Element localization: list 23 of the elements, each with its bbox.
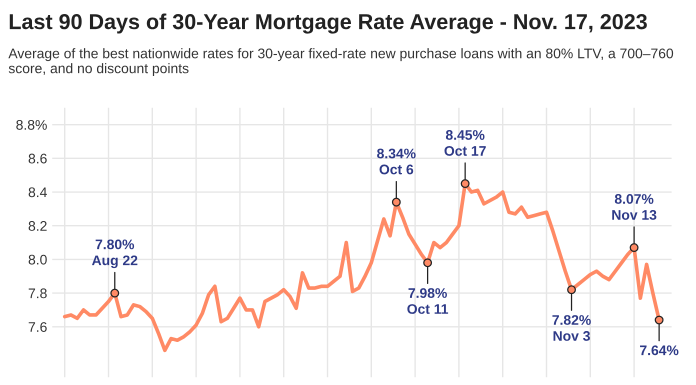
point	[567, 285, 576, 294]
data-label: 8.07% Nov 13	[612, 194, 656, 220]
data-label: 7.82% Nov 3	[552, 315, 591, 341]
data-label: 7.80% Aug 22	[92, 239, 138, 268]
data-label: 7.64%	[640, 345, 678, 356]
y-tick-label: 8.4	[28, 187, 47, 198]
y-tick-label: 8.8%	[16, 120, 47, 130]
point	[630, 243, 639, 252]
data-label: 8.34% Oct 6	[377, 148, 416, 174]
y-tick-label: 7.8	[28, 288, 47, 298]
point	[392, 198, 401, 207]
chart-subtitle: Average of the best nationwide rates for 30-year fixed-rate new purchase loans with an 80% LTV, a 700–760 score, and no discount points	[8, 48, 674, 76]
point	[460, 179, 470, 188]
point	[654, 316, 664, 324]
chart-title: Last 90 Days of 30-Year Mortgage Rate Average - Nov. 17, 2023	[10, 13, 647, 34]
point	[423, 258, 432, 268]
point	[110, 288, 120, 298]
y-tick-label: 7.6	[28, 322, 47, 332]
y-tick-label: 8.0	[28, 254, 47, 265]
y-tick-label: 8.6	[28, 154, 47, 164]
data-label: 8.45% Oct 17	[444, 130, 486, 156]
data-label: 7.98% Oct 11	[407, 288, 448, 314]
y-tick-label: 8.2	[28, 221, 47, 231]
